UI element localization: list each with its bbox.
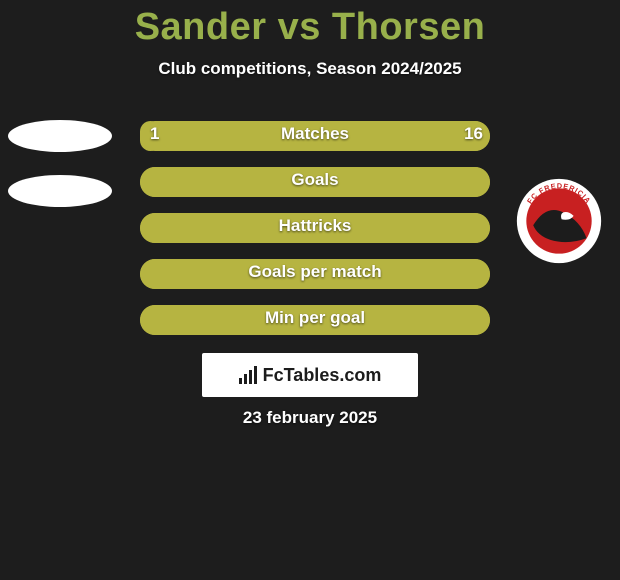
stat-bar-fill-right: [315, 213, 490, 243]
stat-bar-fill-left: [140, 213, 315, 243]
date-line: 23 february 2025: [0, 408, 620, 428]
stat-bar-fill-right: [315, 167, 490, 197]
stat-bar-fill-left: [140, 305, 315, 335]
stat-bar-fill-right: [161, 121, 490, 151]
page-title: Sander vs Thorsen: [0, 0, 620, 49]
subtitle: Club competitions, Season 2024/2025: [0, 59, 620, 79]
stat-bar-track: [140, 259, 490, 289]
stat-row: Goals per match: [0, 256, 620, 302]
stat-value-right: 16: [464, 124, 483, 144]
stat-rows: Matches116GoalsHattricksGoals per matchM…: [0, 118, 620, 348]
stat-bar-track: [140, 121, 490, 151]
stat-bar-track: [140, 213, 490, 243]
fctables-text: FcTables.com: [263, 365, 382, 386]
stat-bar-fill-right: [315, 305, 490, 335]
stat-bar-track: [140, 305, 490, 335]
comparison-card: Sander vs Thorsen Club competitions, Sea…: [0, 0, 620, 580]
stat-row: Goals: [0, 164, 620, 210]
stat-bar-track: [140, 167, 490, 197]
stat-row: Min per goal: [0, 302, 620, 348]
stat-bar-fill-right: [315, 259, 490, 289]
stat-bar-fill-left: [140, 259, 315, 289]
stat-row: Matches116: [0, 118, 620, 164]
stat-value-left: 1: [150, 124, 159, 144]
stat-bar-fill-left: [140, 167, 315, 197]
stat-row: Hattricks: [0, 210, 620, 256]
bars-icon: [239, 366, 257, 384]
fctables-attribution: FcTables.com: [202, 353, 418, 397]
